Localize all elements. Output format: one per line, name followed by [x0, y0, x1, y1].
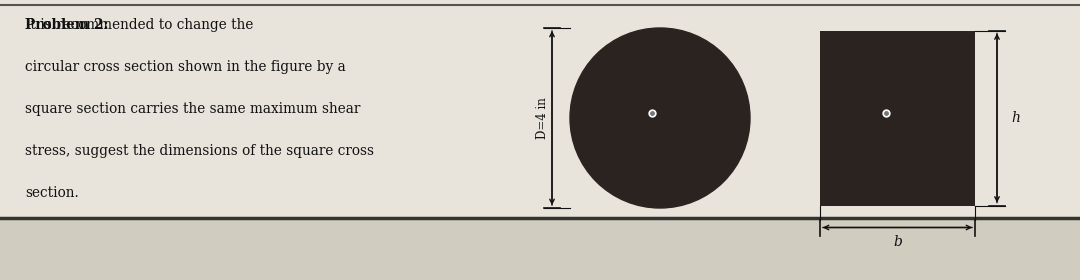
Text: square section carries the same maximum shear: square section carries the same maximum … [25, 102, 361, 116]
Text: D=4 in: D=4 in [536, 97, 549, 139]
Text: h: h [1011, 111, 1020, 125]
Text: Problem 2:: Problem 2: [25, 18, 113, 32]
Bar [820, 31, 975, 206]
Text: circular cross section shown in the figure by a: circular cross section shown in the figu… [25, 60, 346, 74]
Text: It is recommended to change the: It is recommended to change the [25, 18, 254, 32]
Text: stress, suggest the dimensions of the square cross: stress, suggest the dimensions of the sq… [25, 144, 374, 158]
Bar [0, 0, 1080, 220]
Text: section.: section. [25, 186, 79, 200]
Text: b: b [893, 235, 902, 249]
Circle shape [570, 28, 750, 208]
